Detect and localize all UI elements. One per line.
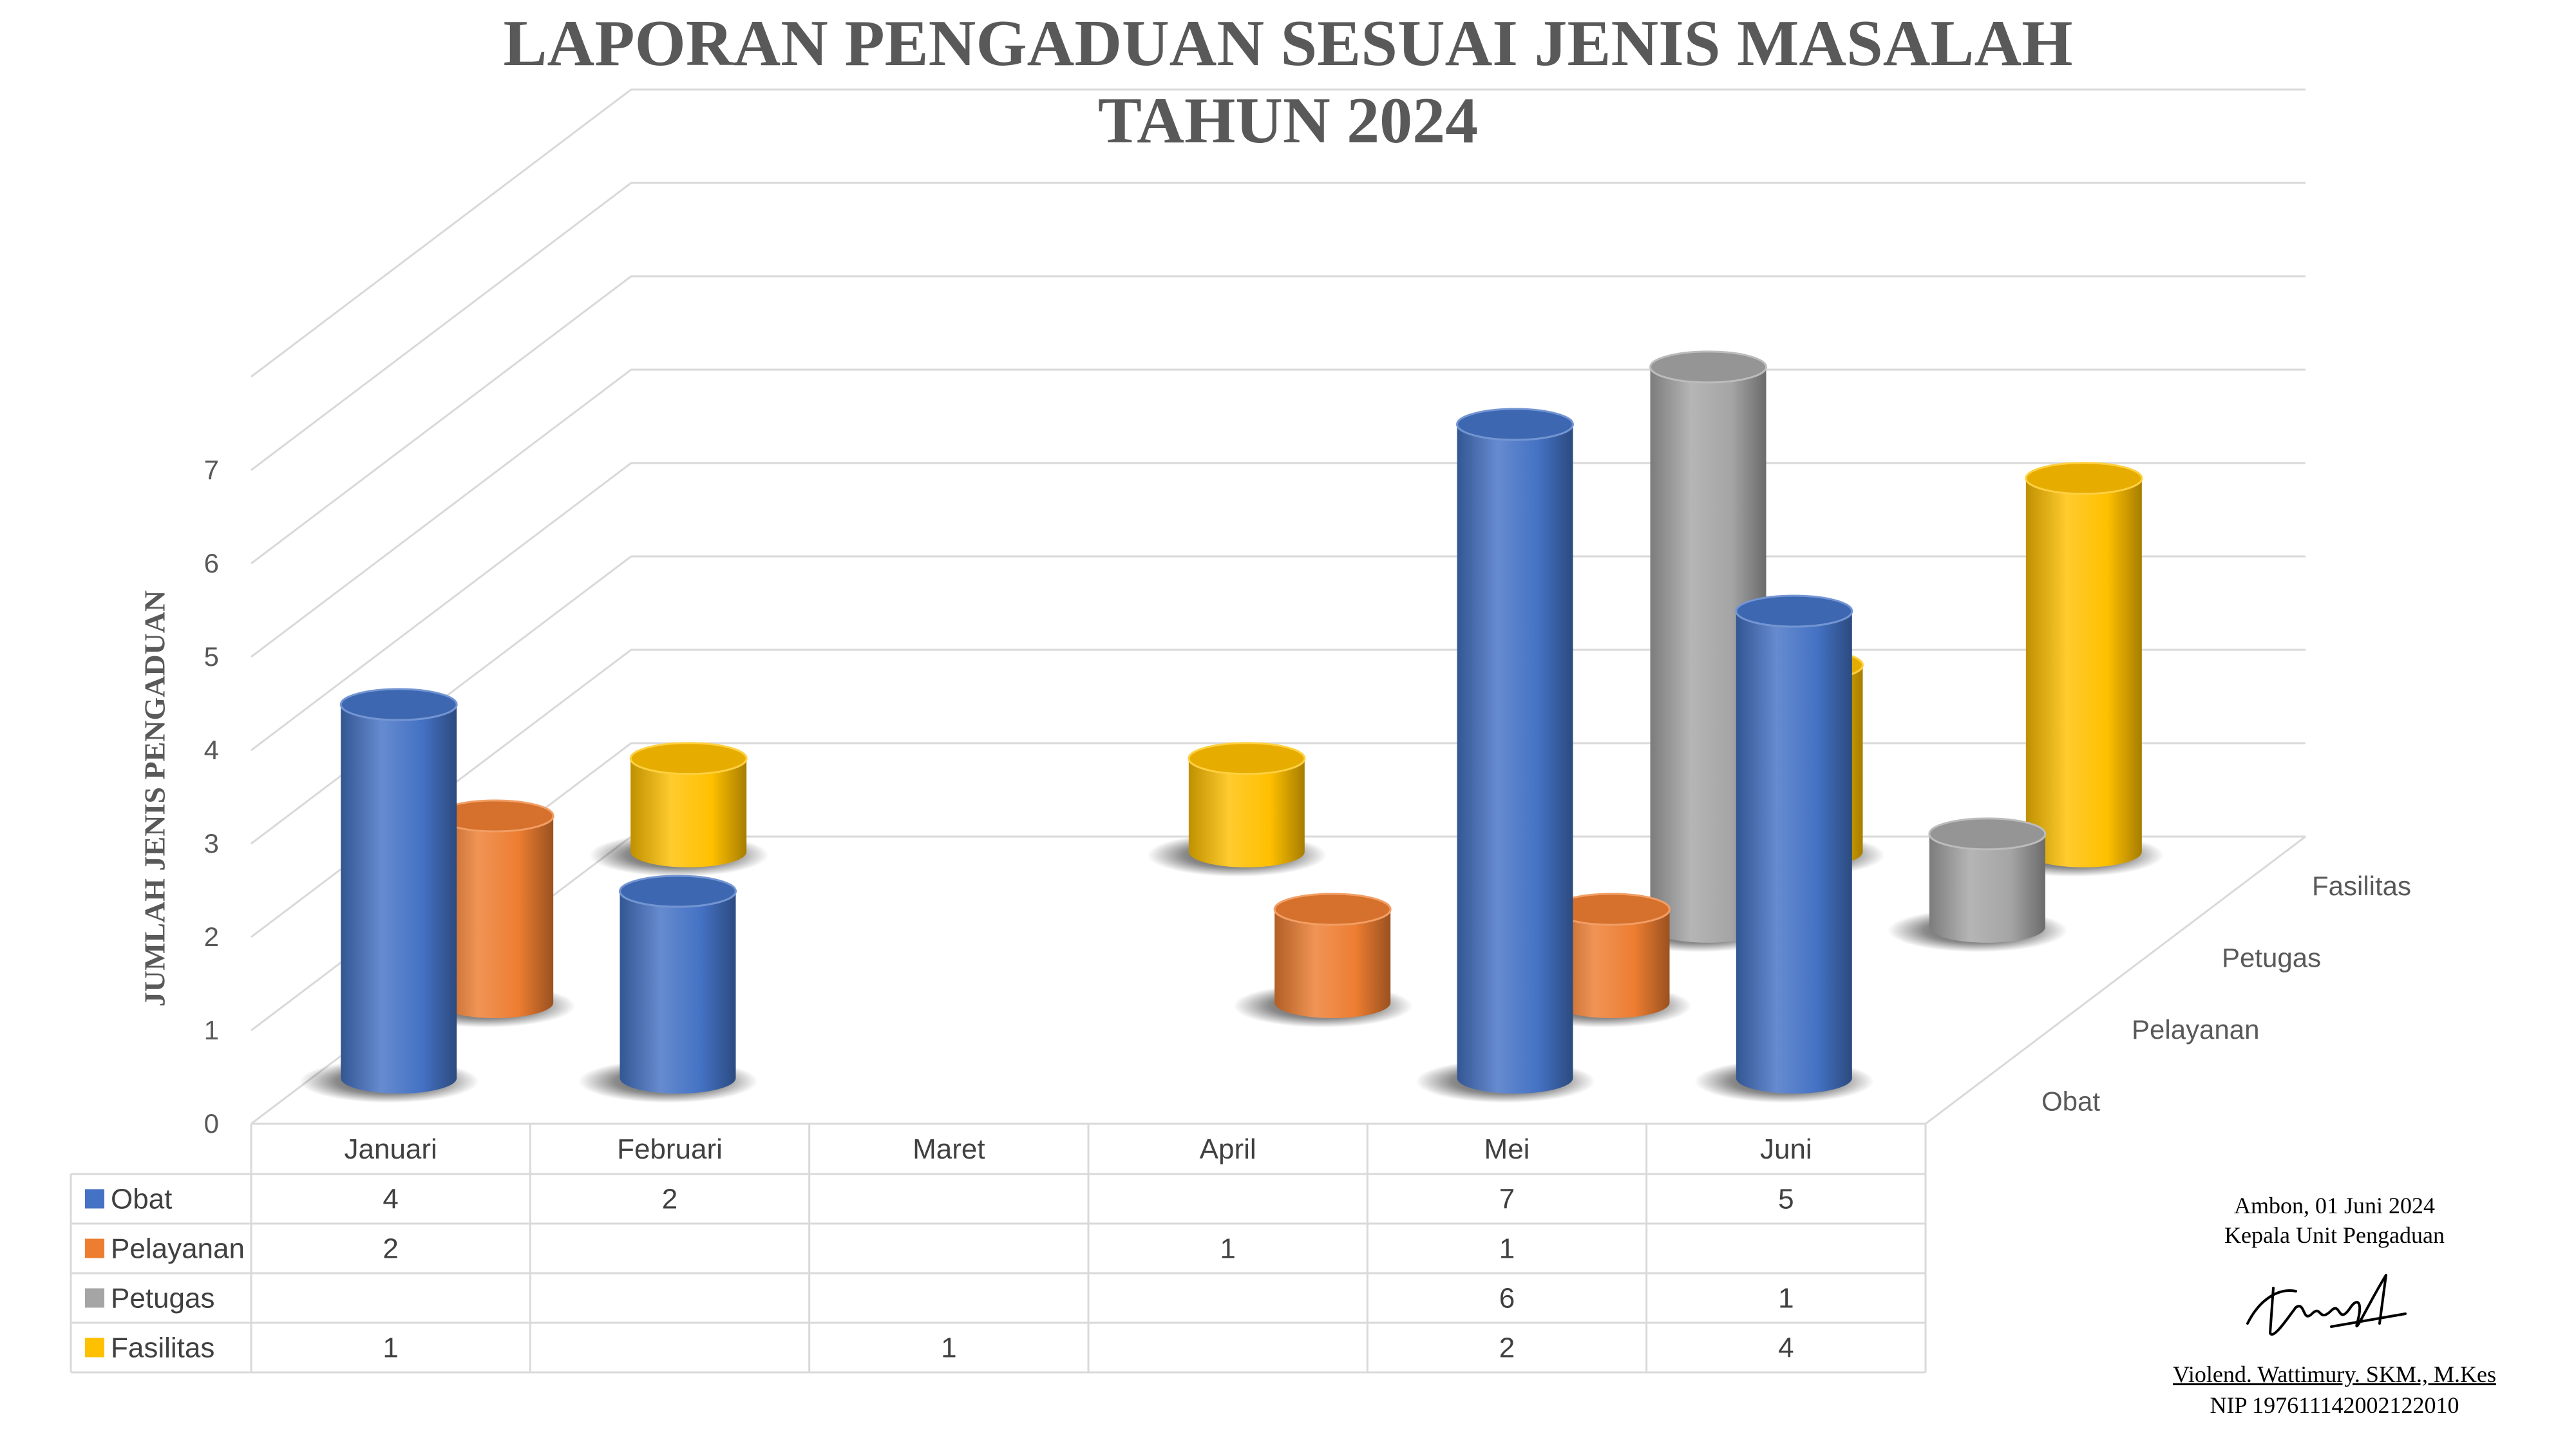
depth-label-pelayanan: Pelayanan (2132, 1014, 2260, 1045)
y-tick-label: 4 (204, 735, 219, 765)
signature-name: Violend. Wattimury. SKM., M.Kes (2173, 1361, 2496, 1387)
wall-gridline-7 (251, 182, 2306, 471)
bar-top (619, 875, 737, 908)
y-tick-label: 1 (204, 1015, 219, 1045)
bar-obat-juni (1694, 594, 1875, 1103)
data-label-obat-februari: 2 (662, 1184, 677, 1215)
bar-top (1928, 817, 2047, 851)
data-label-fasilitas-juni: 4 (1778, 1332, 1794, 1364)
signature-nip: NIP 197611142002122010 (2210, 1392, 2459, 1418)
data-label-pelayanan-april: 1 (1220, 1233, 1235, 1265)
depth-axis-labels: Obat Pelayanan Petugas Fasilitas (2041, 871, 2411, 1117)
legend-key-petugas (85, 1288, 104, 1308)
table-header-maret: Maret (913, 1133, 985, 1165)
bar-body (1736, 611, 1852, 1094)
bar-top (339, 688, 458, 721)
y-tick-label: 3 (204, 828, 219, 858)
bar-top (1649, 350, 1767, 384)
data-label-fasilitas-januari: 1 (383, 1332, 398, 1364)
table-row-label-pelayanan: Pelayanan (111, 1233, 245, 1265)
bar-fasilitas-juni (1984, 462, 2164, 877)
bar-body (1553, 909, 1670, 1018)
y-tick-label: 7 (204, 455, 219, 485)
wall-gridline-4 (251, 462, 2306, 752)
data-label-fasilitas-mei: 2 (1499, 1332, 1515, 1364)
data-label-obat-juni: 5 (1778, 1184, 1794, 1215)
data-label-fasilitas-maret: 1 (941, 1332, 956, 1364)
signature-place-date: Ambon, 01 Juni 2024 (2233, 1193, 2435, 1218)
bar-body (1188, 758, 1305, 867)
data-label-petugas-mei: 6 (1499, 1283, 1515, 1314)
y-axis-label: JUMLAH JENIS PENGADUAN (138, 590, 171, 1007)
bar-fasilitas-maret (1147, 742, 1327, 877)
bar-obat-mei (1416, 408, 1595, 1103)
bar-body (2025, 478, 2142, 867)
bar-body (630, 758, 747, 867)
bars (299, 350, 2164, 1103)
bar-top (629, 742, 748, 775)
wall-gridline-6 (251, 275, 2306, 565)
bar-body (1929, 833, 2045, 943)
y-tick-labels: 0 1 2 3 4 5 6 7 (204, 455, 219, 1139)
table-header-april: April (1200, 1133, 1256, 1165)
bar-body (1274, 909, 1391, 1018)
table-row-label-obat: Obat (111, 1184, 172, 1215)
y-tick-label: 0 (204, 1108, 219, 1139)
wall-gridline-5 (251, 368, 2306, 658)
data-label-pelayanan-mei: 1 (1499, 1233, 1515, 1265)
y-tick-label: 5 (204, 641, 219, 672)
legend-key-pelayanan (85, 1238, 104, 1258)
chart-title: LAPORAN PENGADUAN SESUAI JENIS MASALAH (503, 7, 2073, 80)
handwritten-signature (2246, 1274, 2407, 1336)
bar-fasilitas-januari (589, 742, 769, 877)
chart-subtitle: TAHUN 2024 (1097, 84, 1479, 157)
depth-label-obat: Obat (2041, 1086, 2100, 1116)
legend-key-obat (85, 1189, 104, 1209)
table-header-juni: Juni (1760, 1133, 1812, 1165)
bar-petugas-juni (1888, 817, 2068, 952)
data-table: Januari Februari Maret April Mei Juni Obat 4 2 7 5… (70, 1122, 1927, 1374)
table-header-februari: Februari (617, 1133, 723, 1165)
bar-body (341, 705, 457, 1094)
bar-top (1273, 893, 1392, 926)
signature-role: Kepala Unit Pengaduan (2224, 1222, 2445, 1248)
depth-label-fasilitas: Fasilitas (2312, 871, 2411, 901)
wall-gridline-top (251, 88, 2306, 378)
bar-top (1735, 594, 1853, 628)
bar-pelayanan-april (1233, 893, 1413, 1028)
data-label-obat-januari: 4 (383, 1184, 398, 1215)
bar-top (1188, 742, 1306, 775)
bar-body (437, 815, 554, 1018)
table-row-label-petugas: Petugas (111, 1283, 214, 1314)
table-header-januari: Januari (345, 1133, 437, 1165)
data-label-pelayanan-januari: 2 (383, 1233, 398, 1265)
bar-top (2025, 462, 2143, 495)
table-header-mei: Mei (1484, 1133, 1530, 1165)
y-tick-label: 2 (204, 922, 219, 952)
data-label-obat-mei: 7 (1499, 1184, 1515, 1215)
bar-body (620, 891, 736, 1094)
legend-key-fasilitas (85, 1338, 104, 1358)
y-tick-label: 6 (204, 548, 219, 578)
data-label-petugas-juni: 1 (1778, 1283, 1794, 1314)
bar-obat-februari (578, 875, 758, 1103)
depth-label-petugas: Petugas (2222, 942, 2321, 972)
table-row-label-fasilitas: Fasilitas (111, 1332, 214, 1364)
bar-top (1456, 408, 1574, 441)
bar-obat-januari (299, 688, 479, 1103)
bar-body (1457, 424, 1573, 1094)
